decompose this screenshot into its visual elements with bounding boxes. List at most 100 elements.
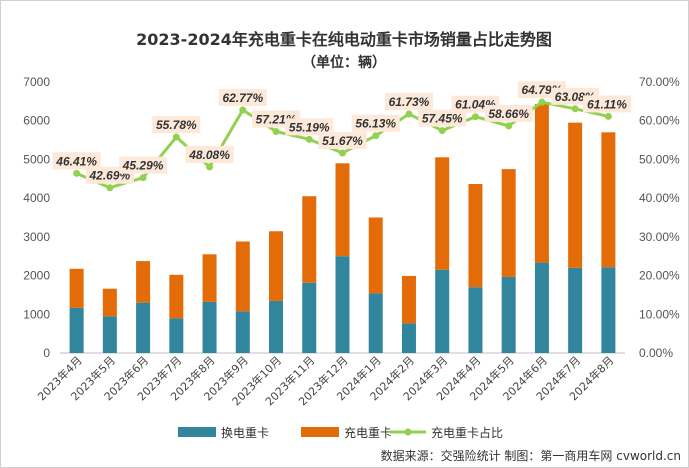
- bar-charge-segment: [136, 261, 151, 303]
- share-point: [538, 98, 546, 106]
- share-data-label: 48.08%: [188, 148, 230, 162]
- share-data-label: 45.29%: [122, 159, 164, 173]
- share-data-label: 55.78%: [156, 118, 197, 132]
- share-data-label: 62.77%: [222, 91, 263, 105]
- y-right-tick-label: 20.00%: [639, 269, 680, 283]
- share-point: [604, 112, 612, 120]
- bar-charge-segment: [568, 122, 583, 268]
- bar-swap-segment: [601, 267, 616, 353]
- bar-swap-segment: [435, 269, 450, 353]
- share-label-bg: [52, 152, 101, 170]
- share-data-label: 57.45%: [422, 112, 463, 126]
- bar-swap-segment: [102, 316, 117, 353]
- x-axis-ticks: 2023年4月2023年5月2023年6月2023年7月2023年8月2023年…: [35, 353, 617, 408]
- share-point: [106, 184, 114, 192]
- share-label-bg: [119, 156, 168, 174]
- bar-charge-segment: [302, 196, 317, 283]
- share-label-bg: [285, 118, 334, 136]
- bar-swap-segment: [169, 318, 184, 353]
- bar-swap-segment: [69, 307, 84, 353]
- bar-swap-segment: [401, 323, 416, 353]
- y-right-tick-label: 0.00%: [639, 346, 673, 360]
- share-label-bg: [152, 116, 201, 134]
- share-data-label: 55.19%: [289, 120, 330, 134]
- bar-charge-segment: [269, 231, 284, 301]
- share-point: [239, 106, 247, 114]
- y-axis-left: 0 1000 2000 3000 4000 5000 6000 7000: [23, 75, 50, 360]
- legend: 换电重卡 充电重卡 充电重卡占比: [178, 425, 503, 440]
- legend-label-charge: 充电重卡: [344, 425, 392, 440]
- bar-charge-segment: [601, 132, 616, 268]
- y-left-tick-label: 2000: [23, 269, 50, 283]
- share-data-label: 56.13%: [355, 117, 396, 131]
- source-note: 数据来源：交强险统计 制图：第一商用车网 cvworld.cn: [381, 448, 681, 463]
- bar-swap-segment: [368, 293, 383, 353]
- y-left-tick-label: 6000: [23, 114, 50, 128]
- bar-swap-segment: [568, 267, 583, 353]
- share-point: [505, 122, 513, 130]
- y-axis-right: 0.00% 10.00% 20.00% 30.00% 40.00% 50.00% 60.00…: [639, 75, 680, 360]
- share-label-bg: [418, 109, 467, 127]
- bar-swap-segment: [335, 256, 350, 353]
- share-label-bg: [185, 145, 234, 163]
- share-data-label: 51.67%: [322, 134, 363, 148]
- bar-charge-segment: [69, 268, 84, 308]
- bar-charge-segment: [335, 163, 350, 257]
- bar-charge-segment: [235, 241, 250, 312]
- legend-label-swap: 换电重卡: [221, 426, 269, 440]
- bar-swap-segment: [269, 300, 284, 353]
- bar-charge-segment: [401, 275, 416, 324]
- share-label-bg: [484, 104, 533, 122]
- share-data-label: 61.73%: [389, 95, 430, 109]
- bar-swap-segment: [136, 302, 151, 353]
- bar-swap-segment: [534, 262, 549, 353]
- y-right-tick-label: 70.00%: [639, 75, 680, 89]
- y-left-tick-label: 4000: [23, 191, 50, 205]
- share-point: [73, 169, 81, 177]
- y-left-tick-label: 7000: [23, 75, 50, 89]
- share-point: [571, 105, 579, 113]
- bar-series: [69, 104, 616, 353]
- chart-subtitle: （单位：辆）: [302, 54, 386, 71]
- share-data-label: 61.11%: [587, 97, 627, 111]
- bar-charge-segment: [169, 274, 184, 319]
- legend-marker-share: [404, 428, 412, 436]
- y-right-tick-label: 50.00%: [639, 152, 680, 166]
- legend-label-share: 充电重卡占比: [431, 425, 503, 440]
- y-left-tick-label: 1000: [23, 307, 50, 321]
- share-label-bg: [351, 114, 400, 132]
- y-right-tick-label: 40.00%: [639, 191, 680, 205]
- y-right-tick-label: 30.00%: [639, 230, 680, 244]
- share-data-label: 58.66%: [488, 107, 529, 121]
- share-point: [172, 133, 180, 141]
- share-label-bg: [583, 95, 631, 113]
- share-point: [438, 127, 446, 135]
- bar-charge-segment: [501, 169, 516, 277]
- bar-swap-segment: [202, 301, 217, 353]
- legend-swatch-charge: [301, 427, 339, 437]
- share-point: [405, 110, 413, 118]
- y-left-tick-label: 5000: [23, 152, 50, 166]
- bar-swap-segment: [235, 311, 250, 353]
- bar-charge-segment: [102, 288, 117, 317]
- bar-swap-segment: [468, 287, 483, 353]
- share-point: [305, 135, 313, 143]
- share-point: [272, 128, 280, 136]
- bar-swap-segment: [501, 276, 516, 353]
- bar-charge-segment: [468, 184, 483, 288]
- bar-swap-segment: [302, 282, 317, 353]
- bar-charge-segment: [368, 217, 383, 294]
- share-label-bg: [384, 93, 433, 111]
- share-point: [372, 132, 380, 140]
- y-right-tick-label: 60.00%: [639, 114, 680, 128]
- share-point: [206, 163, 214, 171]
- y-left-tick-label: 3000: [23, 230, 50, 244]
- chart-title: 2023-2024年充电重卡在纯电动重卡市场销量占比走势图: [136, 30, 552, 49]
- bar-charge-segment: [534, 104, 549, 263]
- legend-swatch-swap: [178, 427, 216, 437]
- share-point: [139, 174, 147, 182]
- share-point: [471, 113, 479, 121]
- y-left-tick-label: 0: [43, 346, 50, 360]
